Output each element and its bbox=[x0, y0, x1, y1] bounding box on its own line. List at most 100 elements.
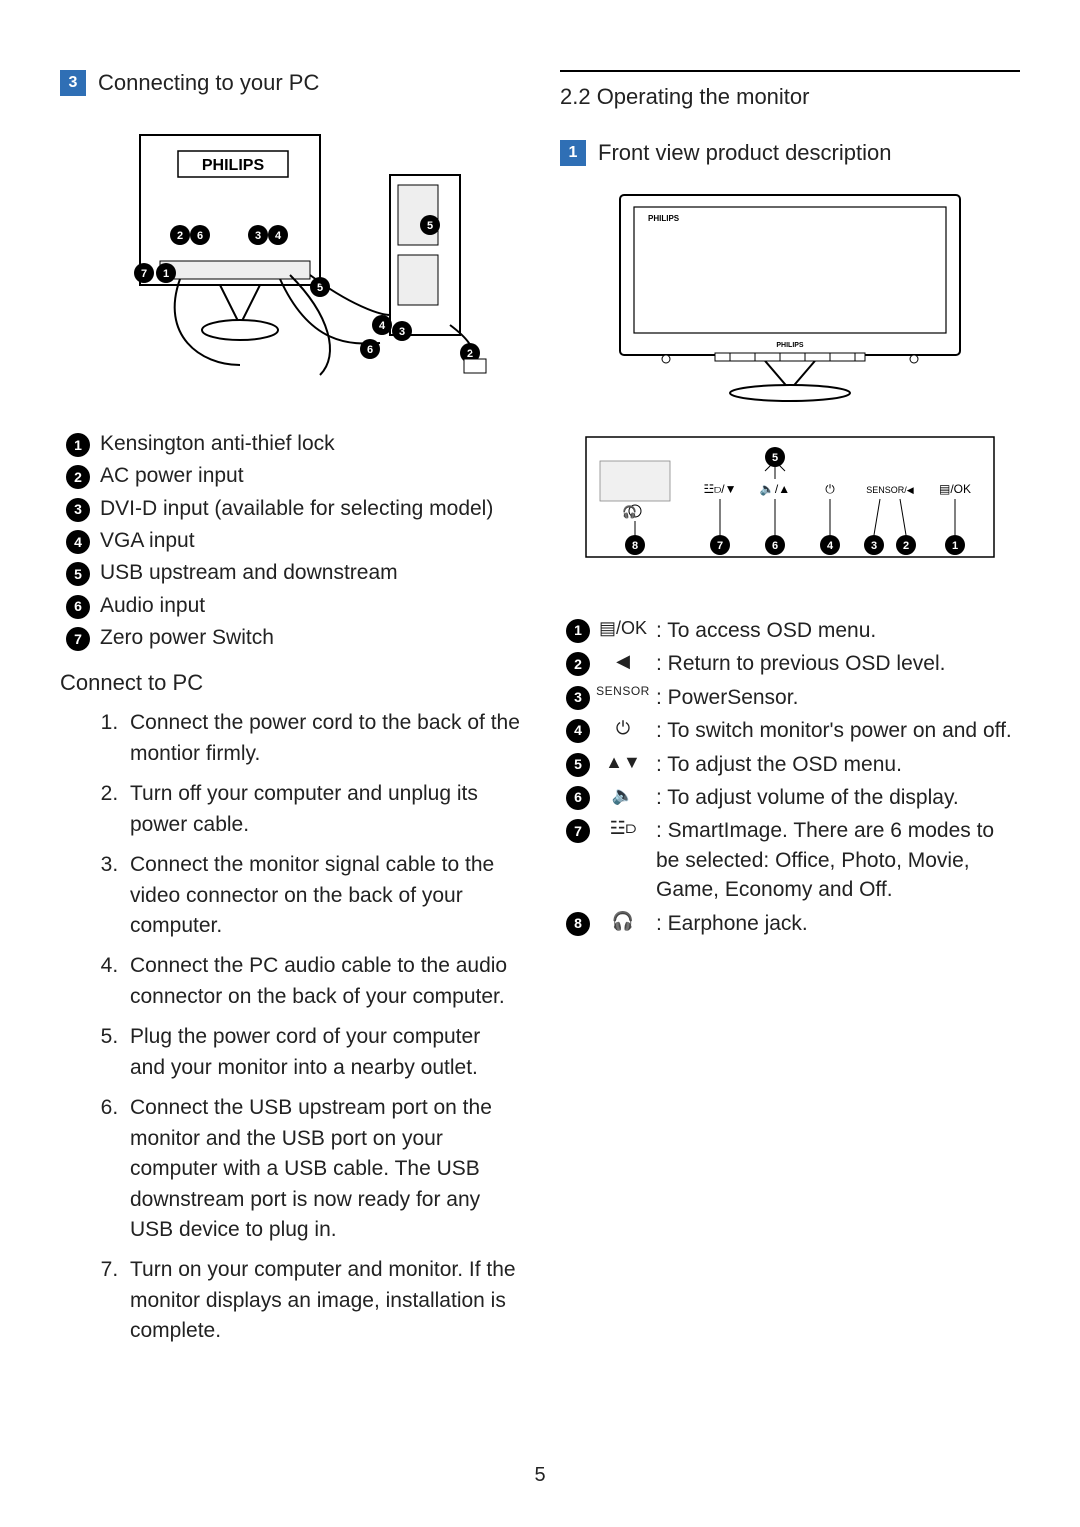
button-desc-item: 3 SENSOR : PowerSensor. bbox=[566, 683, 1020, 712]
button-desc-item: 8🎧: Earphone jack. bbox=[566, 909, 1020, 938]
num-bullet: 5 bbox=[566, 753, 590, 777]
num-bullet: 4 bbox=[566, 719, 590, 743]
svg-text:7: 7 bbox=[141, 268, 147, 280]
section-divider bbox=[560, 70, 1020, 72]
page-number: 5 bbox=[0, 1464, 1080, 1487]
left-column: 3 Connecting to your PC PHILIPS 7 1 2 bbox=[60, 70, 520, 1357]
connect-step: Plug the power cord of your computer and… bbox=[124, 1022, 520, 1083]
svg-text:1: 1 bbox=[952, 540, 958, 552]
svg-text:5: 5 bbox=[772, 452, 778, 464]
connector-list: 1 Kensington anti-thief lock 2AC power inp… bbox=[66, 430, 520, 652]
sensor-icon: SENSOR bbox=[596, 683, 650, 700]
power-icon: ⏻ bbox=[596, 716, 650, 741]
num-bullet: 3 bbox=[566, 686, 590, 710]
button-desc-text: : Return to previous OSD level. bbox=[656, 649, 1020, 678]
connect-to-pc-heading: Connect to PC bbox=[60, 670, 520, 696]
num-bullet: 5 bbox=[66, 562, 90, 586]
button-desc-text: : To adjust the OSD menu. bbox=[656, 750, 1020, 779]
connect-step: Turn off your computer and unplug its po… bbox=[124, 779, 520, 840]
left-section-heading: 3 Connecting to your PC bbox=[60, 70, 520, 96]
button-panel-figure: 🎧 ☳⫐/▼ 🔈/▲ ⏻ SENSOR/◀ ▤/OK bbox=[560, 430, 1020, 592]
connector-item: 4 VGA input bbox=[66, 527, 520, 555]
volume-icon: 🔈 bbox=[596, 783, 650, 808]
connector-label: Zero power Switch bbox=[100, 624, 274, 652]
num-bullet: 6 bbox=[66, 595, 90, 619]
num-bullet: 8 bbox=[566, 912, 590, 936]
svg-text:🎧: 🎧 bbox=[622, 505, 637, 519]
connect-step: Connect the PC audio cable to the audio … bbox=[124, 951, 520, 1012]
svg-text:6: 6 bbox=[367, 344, 373, 356]
connector-label: AC power input bbox=[100, 462, 244, 490]
svg-text:7: 7 bbox=[717, 540, 723, 552]
step-badge: 3 bbox=[60, 70, 86, 96]
connector-item: 7 Zero power Switch bbox=[66, 624, 520, 652]
svg-text:2: 2 bbox=[903, 540, 909, 552]
left-step-title: Connecting to your PC bbox=[98, 70, 319, 96]
step-badge: 1 bbox=[560, 140, 586, 166]
right-step-heading: 1 Front view product description bbox=[560, 140, 1020, 166]
button-desc-item: 5▲▼: To adjust the OSD menu. bbox=[566, 750, 1020, 779]
connector-item: 1 Kensington anti-thief lock bbox=[66, 430, 520, 458]
num-bullet: 7 bbox=[566, 819, 590, 843]
connector-label: VGA input bbox=[100, 527, 195, 555]
num-bullet: 7 bbox=[66, 627, 90, 651]
connector-item: 5 USB upstream and downstream bbox=[66, 559, 520, 587]
button-desc-text: : PowerSensor. bbox=[656, 683, 1020, 712]
svg-text:☳⫐/▼: ☳⫐/▼ bbox=[704, 482, 737, 496]
connect-step: Connect the monitor signal cable to the … bbox=[124, 850, 520, 941]
num-bullet: 3 bbox=[66, 498, 90, 522]
button-desc-item: 7☳⫐: SmartImage. There are 6 modes to be… bbox=[566, 816, 1020, 904]
svg-text:5: 5 bbox=[427, 220, 433, 232]
connector-item: 6 Audio input bbox=[66, 592, 520, 620]
svg-text:4: 4 bbox=[275, 230, 282, 242]
connector-item: 2AC power input bbox=[66, 462, 520, 490]
brand-label: PHILIPS bbox=[202, 157, 265, 174]
svg-text:2: 2 bbox=[177, 230, 183, 242]
right-column: 2.2 Operating the monitor 1 Front view p… bbox=[560, 70, 1020, 1357]
updown-icon: ▲▼ bbox=[596, 750, 650, 775]
connect-steps: Connect the power cord to the back of th… bbox=[60, 708, 520, 1346]
menu-ok-icon: ▤/OK bbox=[596, 616, 650, 641]
button-desc-item: 4⏻: To switch monitor's power on and off… bbox=[566, 716, 1020, 745]
button-desc-item: 6🔈: To adjust volume of the display. bbox=[566, 783, 1020, 812]
svg-text:🔈/▲: 🔈/▲ bbox=[760, 482, 790, 496]
svg-text:6: 6 bbox=[197, 230, 203, 242]
button-desc-item: 2◀: Return to previous OSD level. bbox=[566, 649, 1020, 678]
svg-text:6: 6 bbox=[772, 540, 778, 552]
svg-text:▤/OK: ▤/OK bbox=[939, 482, 971, 496]
connect-step: Turn on your computer and monitor. If th… bbox=[124, 1255, 520, 1346]
button-desc-text: : Earphone jack. bbox=[656, 909, 1020, 938]
svg-text:4: 4 bbox=[379, 320, 386, 332]
connector-label: Audio input bbox=[100, 592, 205, 620]
smart-icon: ☳⫐ bbox=[596, 816, 650, 841]
connect-step: Connect the USB upstream port on the mon… bbox=[124, 1093, 520, 1245]
headphone-icon: 🎧 bbox=[596, 909, 650, 934]
num-bullet: 1 bbox=[566, 619, 590, 643]
svg-text:SENSOR/◀: SENSOR/◀ bbox=[866, 485, 914, 495]
connector-item: 3 DVI-D input (available for selecting mo… bbox=[66, 495, 520, 523]
button-desc-text: : To adjust volume of the display. bbox=[656, 783, 1020, 812]
monitor-front-figure: PHILIPS PHILIPS bbox=[560, 184, 1020, 406]
button-desc-text: : To access OSD menu. bbox=[656, 616, 1020, 645]
num-bullet: 6 bbox=[566, 786, 590, 810]
connect-step: Connect the power cord to the back of th… bbox=[124, 708, 520, 769]
button-desc-text: : SmartImage. There are 6 modes to be se… bbox=[656, 816, 1020, 904]
connector-label: USB upstream and downstream bbox=[100, 559, 398, 587]
svg-text:PHILIPS: PHILIPS bbox=[648, 214, 680, 223]
button-desc-list: 1▤/OK: To access OSD menu. 2◀: Return to … bbox=[566, 616, 1020, 938]
num-bullet: 4 bbox=[66, 530, 90, 554]
svg-text:4: 4 bbox=[827, 540, 834, 552]
svg-text:PHILIPS: PHILIPS bbox=[776, 342, 804, 349]
left-icon: ◀ bbox=[596, 649, 650, 674]
connection-diagram: PHILIPS 7 1 2 6 3 4 5 bbox=[60, 114, 520, 406]
connector-label: Kensington anti-thief lock bbox=[100, 430, 335, 458]
num-bullet: 2 bbox=[566, 652, 590, 676]
svg-text:3: 3 bbox=[871, 540, 877, 552]
svg-text:1: 1 bbox=[163, 268, 169, 280]
svg-text:3: 3 bbox=[255, 230, 261, 242]
connector-label: DVI-D input (available for selecting mod… bbox=[100, 495, 493, 523]
button-desc-text: : To switch monitor's power on and off. bbox=[656, 716, 1020, 745]
svg-text:3: 3 bbox=[399, 326, 405, 338]
button-desc-item: 1▤/OK: To access OSD menu. bbox=[566, 616, 1020, 645]
num-bullet: 1 bbox=[66, 433, 90, 457]
